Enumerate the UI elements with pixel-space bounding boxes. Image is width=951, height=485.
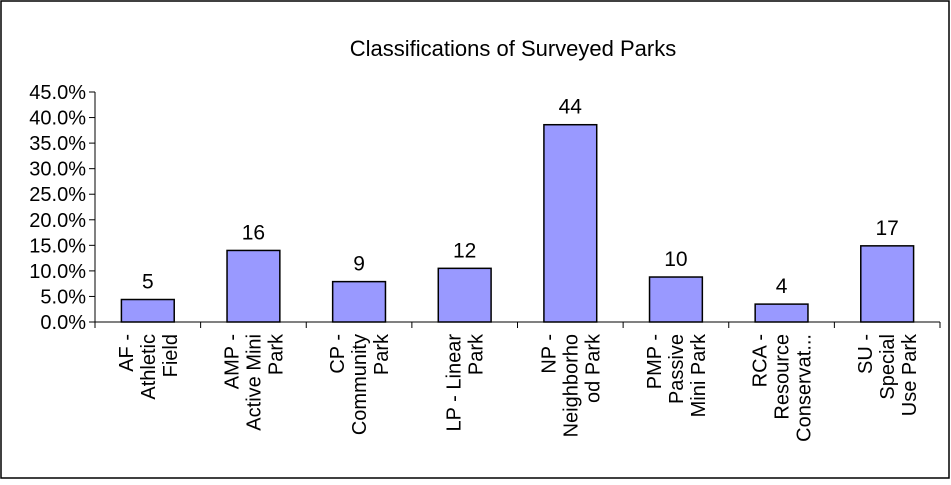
x-tick-label: LP - LinearPark	[444, 333, 488, 431]
x-tick-label: RCA -ResourceConservat...	[750, 334, 816, 442]
bar	[648, 276, 704, 323]
y-tick-label: 40.0%	[29, 108, 86, 130]
bar	[331, 280, 387, 323]
bar	[226, 249, 281, 323]
data-label: 12	[453, 239, 476, 262]
chart-title: Classifications of Surveyed Parks	[350, 36, 676, 61]
x-tick-label: AMP -Active MiniPark	[221, 333, 287, 431]
y-tick-label: 25.0%	[29, 184, 86, 206]
y-tick-label: 30.0%	[29, 159, 86, 181]
y-tick-label: 5.0%	[40, 286, 86, 308]
x-tick-label: PMP -PassiveMini Park	[644, 333, 710, 417]
bar	[754, 303, 809, 323]
data-label: 16	[242, 221, 265, 244]
data-labels: 5 16 9 12 44 10 4 17	[142, 96, 899, 298]
bars	[120, 123, 915, 323]
y-tick-label: 10.0%	[29, 261, 86, 283]
bar	[860, 245, 915, 323]
bar	[120, 298, 175, 323]
x-tick-label: AF -AthleticField	[116, 334, 182, 400]
y-tick-label: 35.0%	[29, 133, 86, 155]
data-label: 9	[353, 253, 365, 276]
data-label: 4	[776, 275, 788, 298]
y-tick-label: 45.0%	[29, 82, 86, 104]
y-tick-label: 15.0%	[29, 235, 86, 257]
y-tick-label: 0.0%	[40, 312, 86, 334]
x-tick-label: SU -SpecialUse Park	[855, 333, 921, 416]
y-axis: 0.0% 5.0% 10.0% 15.0% 20.0% 25.0% 30.0% 35.0% 40…	[29, 82, 96, 334]
data-label: 44	[559, 96, 583, 119]
bar	[543, 123, 598, 323]
x-tick-labels: AF -AthleticField AMP -Active MiniPark CP …	[116, 333, 921, 442]
data-label: 5	[142, 271, 154, 294]
bar	[437, 267, 492, 323]
y-tick-label: 20.0%	[29, 210, 86, 232]
x-tick-label: NP -Neighborhood Park	[538, 333, 604, 437]
data-label: 10	[664, 248, 687, 271]
data-label: 17	[876, 217, 899, 240]
x-tick-label: CP -CommunityPark	[327, 333, 393, 435]
